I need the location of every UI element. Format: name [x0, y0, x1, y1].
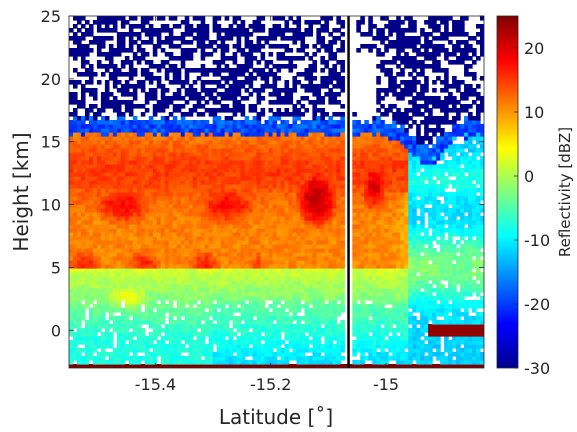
x-tick-label: -15.2: [250, 375, 291, 394]
x-tick-label: -15: [373, 375, 399, 394]
x-tick-label: -15.4: [135, 375, 176, 394]
y-tick-label: 25: [41, 7, 61, 26]
colorbar-tick-label: -20: [524, 295, 550, 314]
colorbar-title: Reflectivity [dBZ]: [556, 127, 574, 257]
y-axis-title: Height [km]: [9, 132, 33, 251]
colorbar-ticks: -30 -20 -10 0 10 20: [514, 39, 550, 378]
y-axis-ticks: 0 5 10 15 20 25: [41, 7, 484, 340]
y-tick-label: 5: [51, 258, 61, 277]
y-tick-label: 0: [51, 321, 61, 340]
y-tick-label: 15: [41, 133, 61, 152]
y-tick-label: 10: [41, 196, 61, 215]
colorbar-tick-label: 10: [524, 103, 544, 122]
colorbar-tick-label: -30: [524, 359, 550, 378]
colorbar-tick-label: -10: [524, 231, 550, 250]
colorbar-tick-label: 0: [524, 167, 534, 186]
y-tick-label: 20: [41, 70, 61, 89]
colorbar-tick-label: 20: [524, 39, 544, 58]
reflectivity-heatmap: [69, 16, 484, 368]
x-axis-title: Latitude [˚]: [219, 405, 333, 429]
x-axis-ticks: -15.4 -15.2 -15: [135, 16, 399, 394]
colorbar: [496, 15, 519, 369]
plot-area-frame: [68, 15, 485, 369]
